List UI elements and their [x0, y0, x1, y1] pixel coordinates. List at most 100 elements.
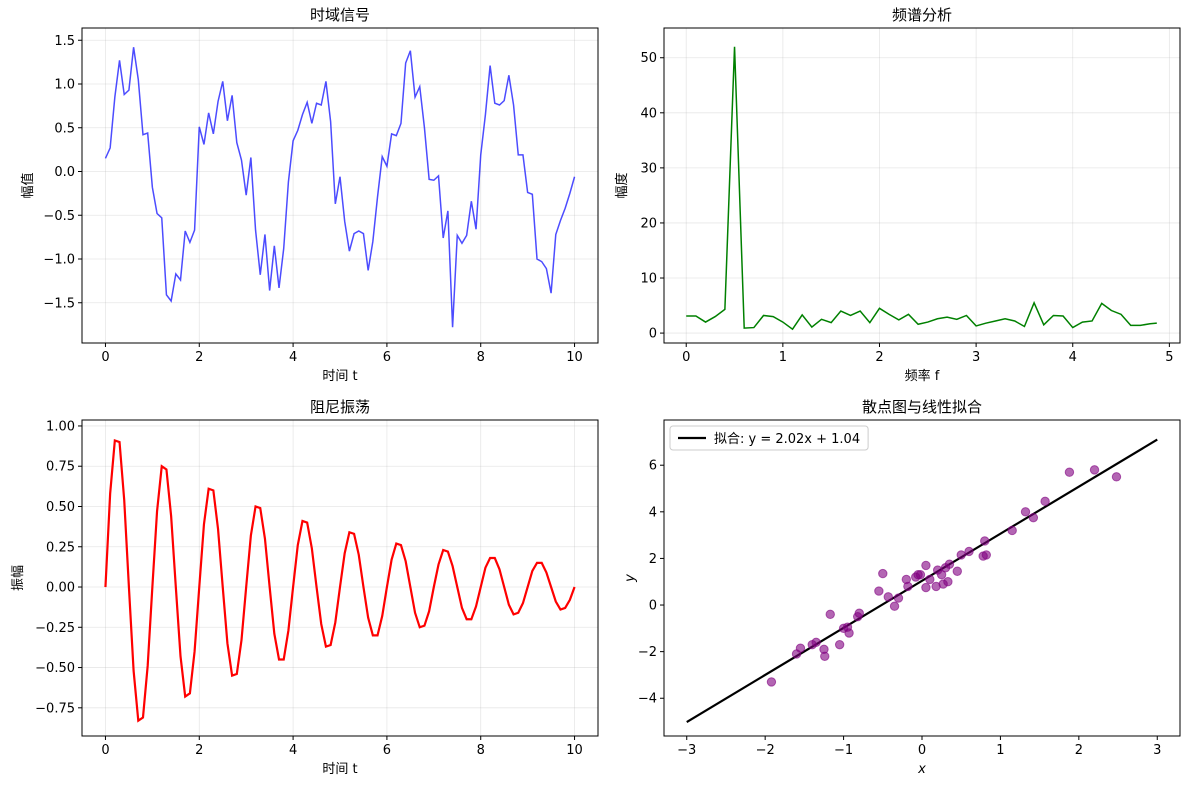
subplot: −3 −2 −1 0 1 2 3 −4 −2 0 2 4 6 散点图与线性拟合 x y 拟合: y = 2.02…	[623, 398, 1181, 777]
x-tick-label: −3	[677, 743, 696, 758]
scatter-point	[915, 570, 926, 580]
x-tick-label: 4	[1069, 350, 1077, 365]
scatter-point	[1064, 467, 1075, 477]
x-tick-label: 2	[195, 350, 203, 365]
scatter-point	[944, 559, 955, 569]
y-tick-label: −1.5	[43, 296, 75, 311]
legend-label: 拟合: y = 2.02x + 1.04	[714, 432, 860, 447]
scatter-point	[903, 581, 913, 592]
data-line	[104, 438, 576, 723]
scatter-point	[964, 546, 974, 557]
x-tick-label: −1	[834, 743, 853, 758]
chart-title: 频谱分析	[892, 6, 952, 24]
scatter-point	[925, 574, 935, 585]
y-tick-label: 1.5	[54, 34, 75, 49]
x-tick-label: 3	[1153, 743, 1161, 758]
y-tick-label: −0.25	[35, 621, 75, 636]
scatter-point	[825, 609, 835, 620]
axes-frame	[663, 27, 1181, 344]
scatter-point	[834, 639, 845, 650]
axes-frame	[663, 419, 1181, 737]
scatter-point	[878, 568, 888, 579]
scatter-point	[889, 601, 900, 611]
axes-frame	[81, 27, 599, 344]
scatter-point	[811, 637, 821, 648]
scatter-point	[820, 651, 830, 662]
x-axis-label: 时间 t	[322, 369, 357, 384]
fit-line	[686, 438, 1158, 723]
data-line	[686, 46, 1157, 331]
y-tick-label: 4	[649, 505, 657, 520]
y-tick-label: 0.5	[54, 121, 75, 136]
scatter-point	[1111, 472, 1122, 482]
x-tick-label: 4	[289, 743, 297, 758]
x-tick-label: 3	[972, 350, 980, 365]
scatter-point	[874, 586, 884, 596]
x-tick-label: 10	[566, 743, 583, 758]
data-line	[104, 47, 576, 328]
scatter-point	[980, 536, 990, 546]
chart-title: 时域信号	[310, 6, 370, 24]
y-axis-label: 振幅	[11, 565, 26, 591]
scatter-point	[893, 593, 904, 603]
x-tick-label: 6	[383, 350, 391, 365]
y-axis-label: 幅值	[20, 172, 36, 198]
x-tick-label: 0	[682, 350, 690, 365]
x-tick-label: 5	[1165, 350, 1173, 365]
x-tick-label: 0	[101, 743, 109, 758]
y-tick-label: 50	[640, 51, 657, 66]
x-tick-label: 6	[383, 743, 391, 758]
y-tick-label: 1.0	[54, 78, 75, 93]
scatter-point	[1089, 465, 1100, 475]
y-tick-label: 0	[649, 327, 657, 342]
scatter-point	[1028, 512, 1039, 523]
y-axis-label: y	[623, 574, 638, 583]
x-tick-label: 4	[289, 350, 297, 365]
legend: 拟合: y = 2.02x + 1.04	[669, 425, 869, 451]
axes-frame	[81, 419, 599, 737]
scatter-point	[956, 550, 966, 560]
x-tick-label: −2	[756, 743, 775, 758]
legend-box	[669, 425, 869, 451]
y-tick-label: 1.00	[46, 419, 75, 434]
x-tick-label: 0	[101, 350, 109, 365]
scatter-point	[766, 677, 777, 687]
y-tick-label: −1.0	[43, 253, 75, 268]
scatter-point	[952, 566, 962, 576]
scatter-point	[1040, 496, 1050, 507]
y-tick-label: 0	[649, 599, 657, 614]
scatter-point	[981, 550, 992, 560]
y-tick-label: −4	[638, 692, 657, 707]
scatter-point	[921, 560, 931, 571]
scatter-point	[842, 622, 853, 632]
y-tick-label: −0.5	[43, 209, 75, 224]
y-tick-label: −0.50	[35, 661, 75, 676]
y-tick-label: −2	[638, 645, 657, 660]
scatter-point	[921, 582, 931, 593]
x-tick-label: 8	[477, 743, 485, 758]
x-axis-label: 时间 t	[322, 762, 357, 777]
x-tick-label: 8	[477, 350, 485, 365]
x-tick-label: 2	[1075, 743, 1083, 758]
x-axis-label: 频率 f	[905, 368, 940, 384]
y-tick-label: 0.00	[46, 581, 75, 596]
y-tick-label: 0.75	[46, 460, 75, 475]
x-tick-label: 1	[996, 743, 1004, 758]
scatter-point	[1020, 507, 1031, 517]
y-tick-label: 0.0	[54, 165, 75, 180]
chart-title: 散点图与线性拟合	[862, 398, 982, 416]
y-tick-label: 6	[649, 459, 657, 474]
scatter-point	[883, 592, 893, 602]
x-tick-label: 2	[875, 350, 883, 365]
scatter-point	[795, 643, 806, 653]
y-tick-label: 10	[640, 272, 657, 287]
scatter-point	[936, 570, 947, 580]
x-tick-label: 2	[195, 743, 203, 758]
y-tick-label: 30	[640, 161, 657, 176]
scatter-point	[854, 608, 864, 618]
chart-title: 阻尼振荡	[310, 398, 370, 416]
x-tick-label: 1	[779, 350, 787, 365]
subplot: 0 2 4 6 8 10 −0.75 −0.50 −0.25 0.00 0.25 0.50 0.75 1.…	[11, 398, 599, 777]
